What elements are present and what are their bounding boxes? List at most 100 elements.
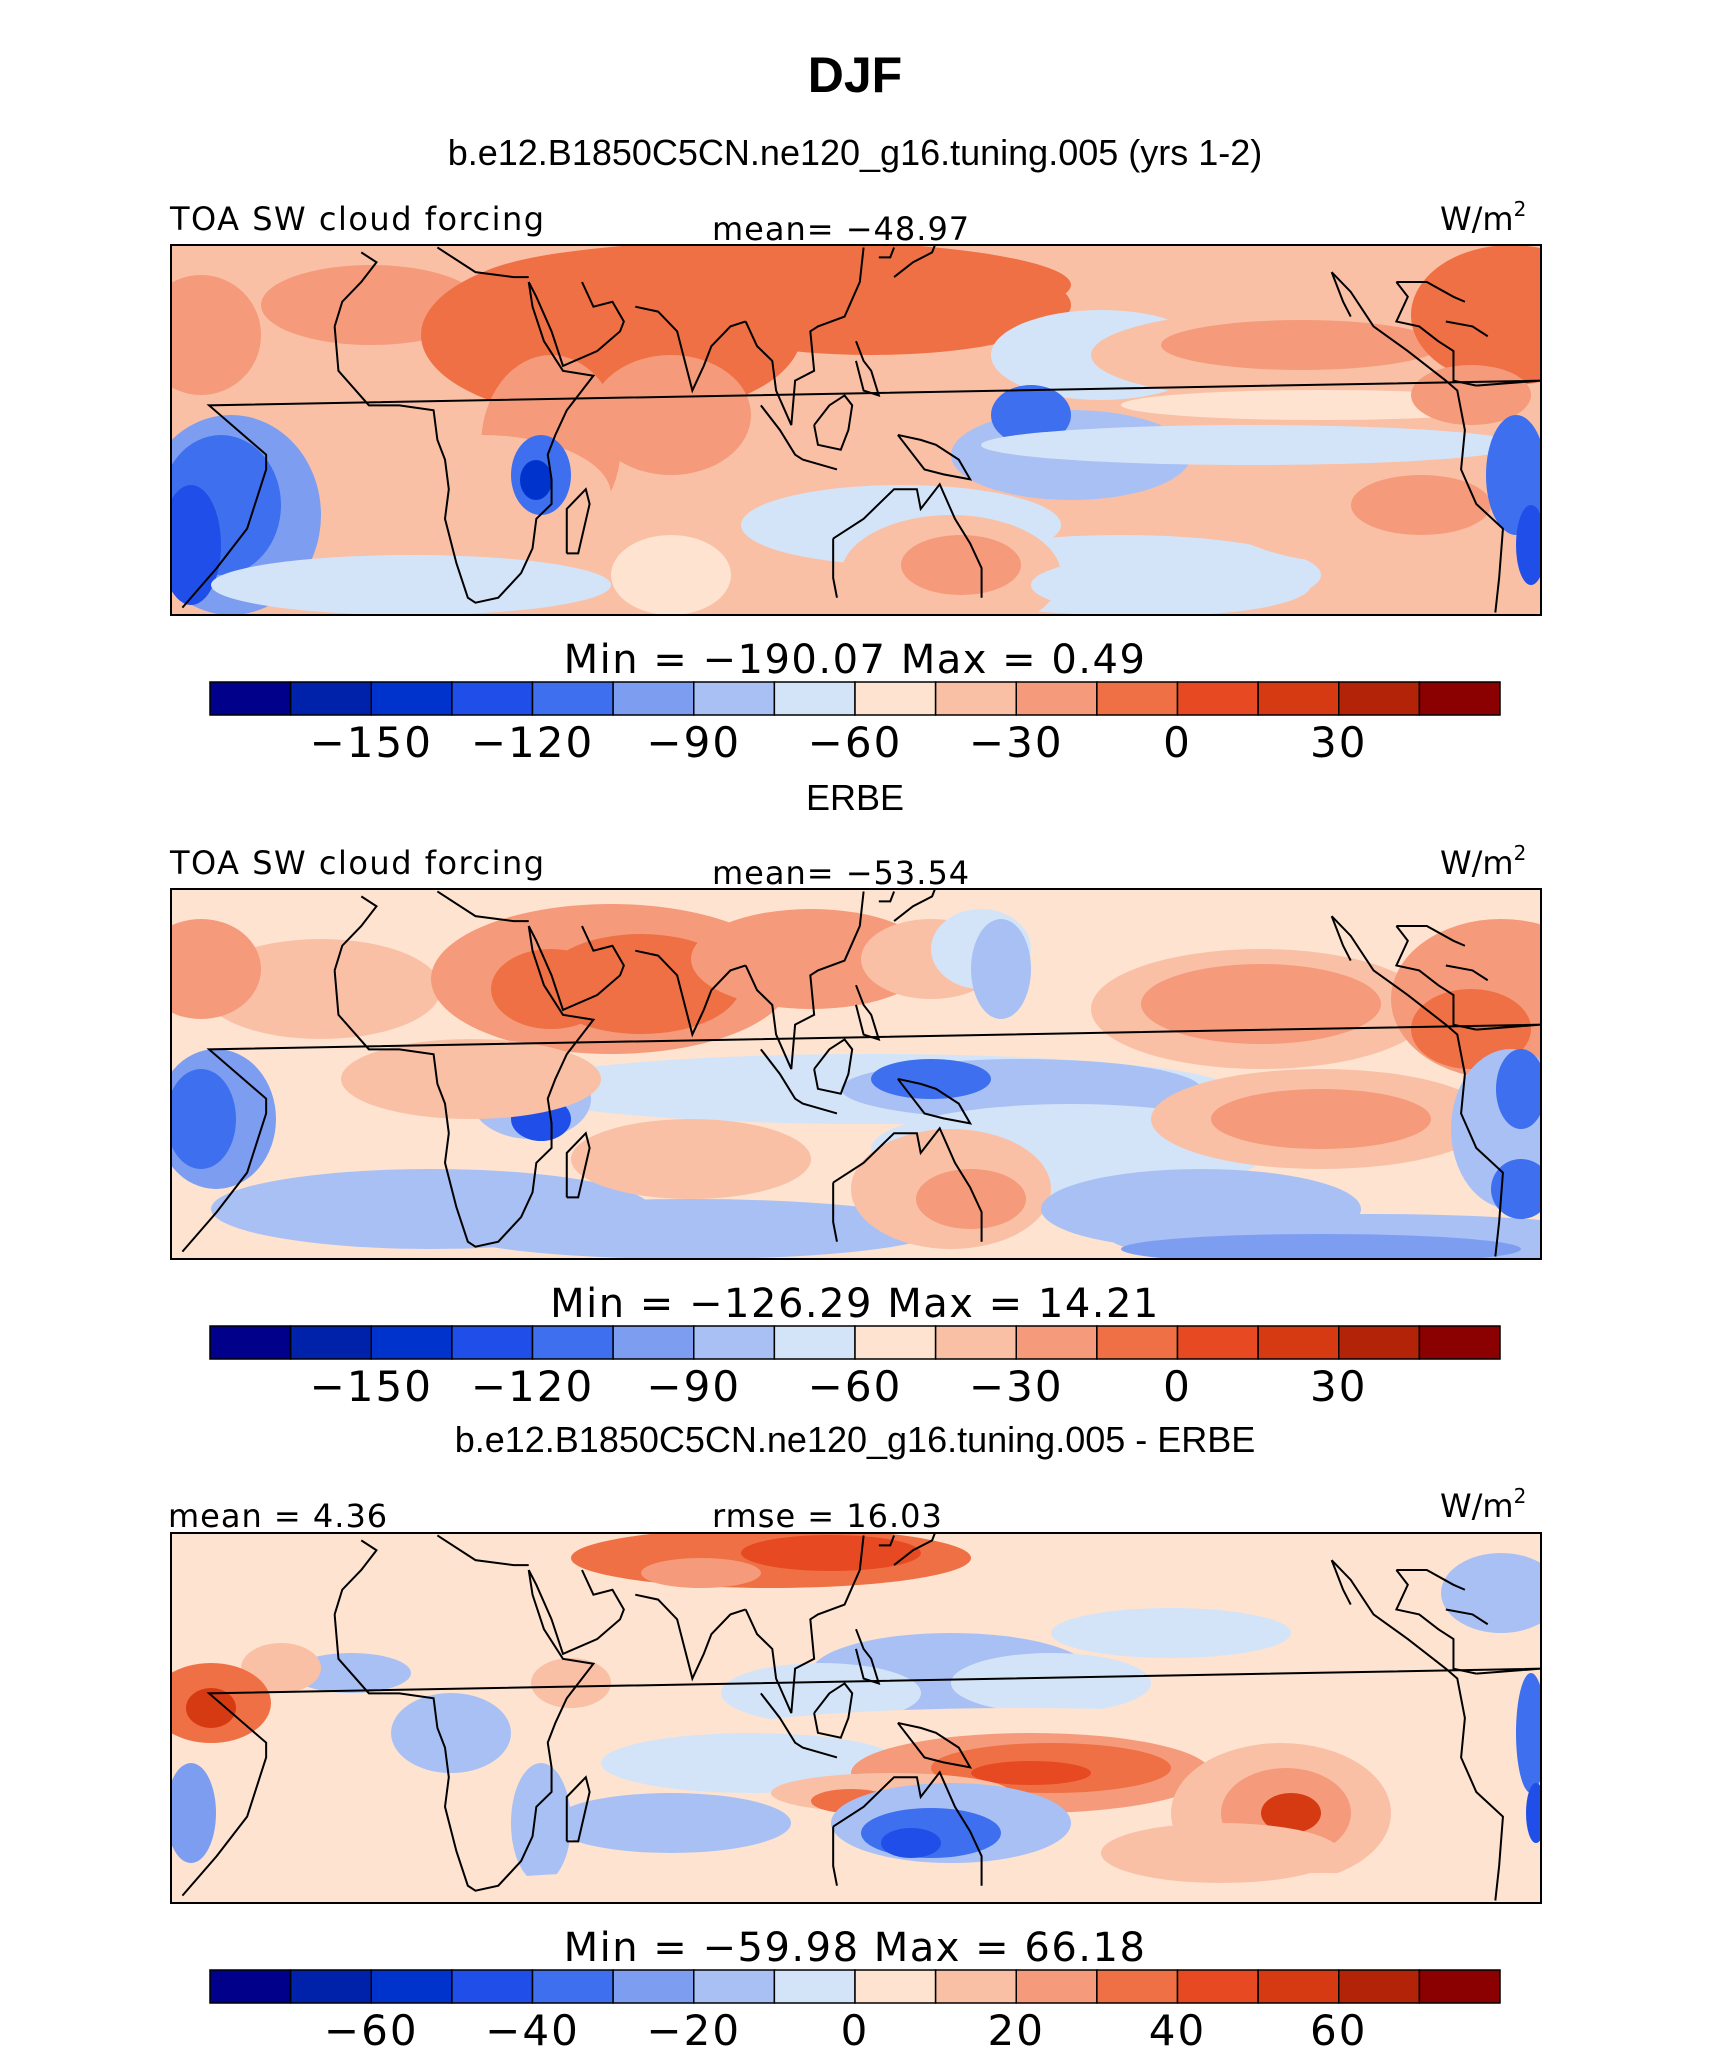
panel3: mean = 4.36 rmse = 16.03 W/m2 Min = −59.… bbox=[168, 1484, 1542, 2053]
coastline bbox=[333, 1569, 596, 1892]
panel3-coastlines bbox=[181, 1533, 1541, 1901]
coastline bbox=[744, 247, 865, 426]
colorbar-tick-label: −20 bbox=[646, 2006, 741, 2048]
field-contour bbox=[1516, 1673, 1541, 1793]
coastline bbox=[878, 247, 895, 259]
colorbar-swatch bbox=[1257, 1325, 1340, 1360]
colorbar-tick-label: −30 bbox=[969, 1362, 1064, 1411]
panel3-mean-label: mean = 4.36 bbox=[168, 1497, 388, 1535]
coastline bbox=[635, 949, 746, 1038]
colorbar-swatch bbox=[1015, 681, 1098, 716]
coastline bbox=[1330, 915, 1352, 961]
coastline bbox=[565, 1131, 591, 1199]
panel1-title: b.e12.B1850C5CN.ne120_g16.tuning.005 (yr… bbox=[448, 132, 1263, 173]
coastline bbox=[813, 394, 854, 451]
coastline bbox=[878, 1535, 895, 1547]
field-contour bbox=[551, 1793, 791, 1853]
colorbar-swatch bbox=[693, 1969, 776, 2004]
field-contour bbox=[871, 1059, 991, 1099]
colorbar-tick-label: 30 bbox=[1310, 718, 1367, 767]
coastline bbox=[855, 1628, 881, 1686]
colorbar-tick-label: −120 bbox=[471, 718, 594, 767]
panel1-colorbar bbox=[209, 681, 1501, 716]
colorbar-swatch bbox=[934, 681, 1017, 716]
panel2-colorbar-ticks: −150 −120 −90 −60 −30 0 30 bbox=[310, 1362, 1366, 1411]
panel1-minmax-label: Min = −190.07 Max = 0.49 bbox=[564, 637, 1147, 683]
panel2-map-field bbox=[171, 904, 1541, 1259]
field-contour bbox=[451, 1873, 771, 1903]
coastline bbox=[436, 246, 529, 279]
panel2-map-frame bbox=[170, 888, 1542, 1260]
colorbar-swatch bbox=[612, 681, 695, 716]
colorbar-swatch bbox=[1176, 1969, 1259, 2004]
panel2-coastlines bbox=[181, 889, 1541, 1257]
field-contour bbox=[991, 385, 1071, 445]
coastline bbox=[832, 1770, 983, 1886]
colorbar-swatch bbox=[934, 1969, 1017, 2004]
field-contour bbox=[171, 275, 261, 395]
field-contour bbox=[901, 535, 1021, 595]
field-contour bbox=[981, 425, 1521, 465]
coastline bbox=[1330, 271, 1352, 317]
coastline bbox=[565, 487, 591, 555]
colorbar-swatch bbox=[370, 1969, 453, 2004]
coastline bbox=[855, 984, 881, 1042]
field-contour bbox=[591, 355, 751, 475]
field-contour bbox=[1261, 1793, 1321, 1833]
colorbar-tick-label: 0 bbox=[841, 2006, 870, 2048]
field-contour bbox=[971, 919, 1031, 1019]
coastline bbox=[897, 1077, 973, 1125]
colorbar-swatch bbox=[612, 1969, 695, 2004]
colorbar-swatch bbox=[289, 1969, 372, 2004]
colorbar-swatch bbox=[1015, 1325, 1098, 1360]
panel3-colorbar-ticks: −60 −40 −20 0 20 40 60 bbox=[324, 2006, 1367, 2053]
coastline bbox=[1396, 281, 1466, 303]
field-contour bbox=[201, 939, 441, 1039]
colorbar-swatch bbox=[773, 1325, 856, 1360]
field-contour bbox=[1121, 1234, 1521, 1259]
colorbar-tick-label: 60 bbox=[1310, 2006, 1367, 2048]
panel2: TOA SW cloud forcing mean= −53.54 W/m2 M… bbox=[169, 841, 1542, 1411]
colorbar-swatch bbox=[1418, 681, 1501, 716]
colorbar-swatch bbox=[693, 1325, 776, 1360]
colorbar-swatch bbox=[1015, 1969, 1098, 2004]
colorbar-swatch bbox=[531, 1969, 614, 2004]
field-contour bbox=[1141, 964, 1381, 1044]
colorbar-tick-label: 0 bbox=[1163, 1362, 1192, 1411]
coastline bbox=[1445, 964, 1489, 982]
colorbar-swatch bbox=[451, 681, 534, 716]
panel1: TOA SW cloud forcing mean= −48.97 W/m2 M… bbox=[169, 197, 1542, 767]
colorbar-swatch bbox=[289, 1325, 372, 1360]
coastline bbox=[897, 1721, 973, 1769]
coastline bbox=[1445, 1608, 1489, 1626]
panel3-map-field bbox=[171, 1533, 1541, 1903]
field-contour bbox=[1161, 320, 1441, 370]
panel3-colorbar bbox=[209, 1969, 1501, 2004]
coastline bbox=[635, 305, 746, 394]
colorbar-tick-label: 20 bbox=[988, 2006, 1045, 2048]
coastline bbox=[333, 281, 596, 604]
field-contour bbox=[351, 435, 611, 555]
field-contour bbox=[391, 1693, 511, 1773]
field-contour bbox=[971, 1761, 1091, 1785]
coastline bbox=[436, 1534, 529, 1567]
coastline bbox=[1394, 281, 1477, 387]
coastline bbox=[1396, 1569, 1466, 1591]
coastline bbox=[855, 340, 881, 398]
figure-title: DJF bbox=[808, 47, 902, 103]
colorbar-swatch bbox=[289, 681, 372, 716]
colorbar-swatch bbox=[209, 681, 292, 716]
coastline bbox=[565, 1775, 591, 1843]
field-contour bbox=[881, 1828, 941, 1858]
colorbar-swatch bbox=[1176, 681, 1259, 716]
colorbar-swatch bbox=[1096, 1969, 1179, 2004]
coastline bbox=[527, 925, 625, 1012]
colorbar-swatch bbox=[854, 1969, 937, 2004]
colorbar-tick-label: −40 bbox=[485, 2006, 580, 2048]
coastline bbox=[1445, 320, 1489, 338]
coastline bbox=[832, 1826, 838, 1886]
coastline bbox=[333, 895, 378, 971]
colorbar-tick-label: −150 bbox=[310, 1362, 433, 1411]
field-contour bbox=[1496, 1049, 1541, 1129]
colorbar-tick-label: −120 bbox=[471, 1362, 594, 1411]
